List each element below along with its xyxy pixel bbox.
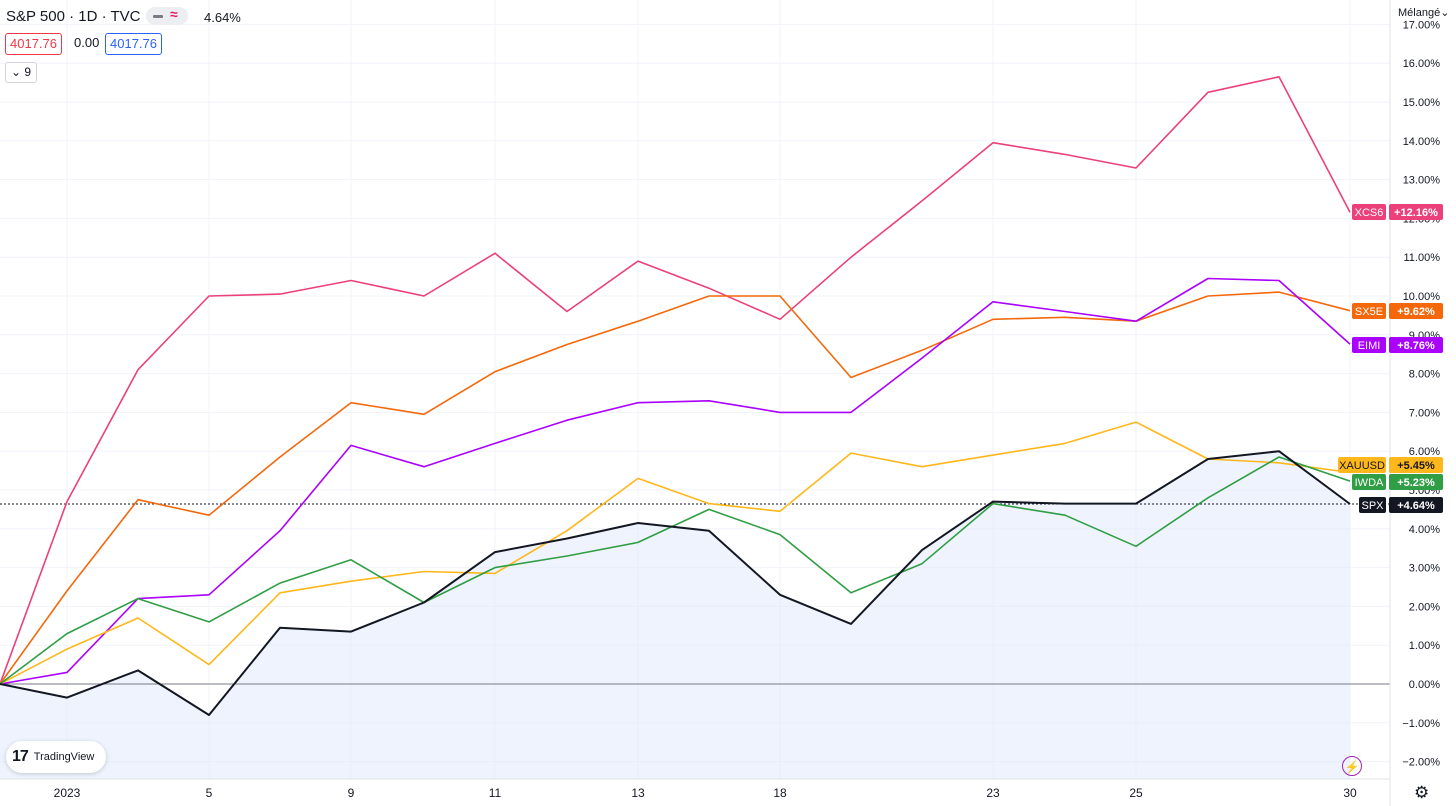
- y-tick-label: 15.00%: [1403, 97, 1441, 109]
- x-tick-label: 30: [1343, 786, 1357, 800]
- y-tick-label: 14.00%: [1403, 136, 1441, 148]
- compare-icon: ≈: [170, 6, 178, 22]
- price-axis: −2.00%−1.00%0.00%1.00%2.00%3.00%4.00%5.0…: [1402, 19, 1440, 768]
- y-tick-label: 17.00%: [1403, 19, 1441, 31]
- series-line-spx: [0, 450, 1351, 716]
- y-tick-label: 10.00%: [1403, 291, 1441, 303]
- series-line-xcs6: [0, 76, 1351, 685]
- series-value-tag-iwda: [1389, 474, 1443, 490]
- spx-area-fill: [0, 451, 1350, 779]
- y-tick-label: 8.00%: [1409, 369, 1440, 381]
- indicators-collapse-button[interactable]: ⌄ 9: [5, 62, 37, 83]
- series-value-label: +12.16%: [1394, 207, 1438, 219]
- x-tick-label: 23: [986, 786, 1000, 800]
- x-tick-label: 9: [348, 786, 355, 800]
- tradingview-mark-icon: 17: [12, 748, 29, 765]
- y-tick-label: 16.00%: [1403, 58, 1441, 70]
- gear-icon[interactable]: ⚙: [1414, 783, 1430, 802]
- x-tick-label: 13: [631, 786, 645, 800]
- series-line-sx5e: [0, 291, 1351, 685]
- series-value-tag-xcs6: [1389, 204, 1443, 220]
- x-tick-label: 11: [489, 786, 502, 800]
- series-end-labels: XCS6 +12.16% SX5E +9.62% EIMI +8.76% XAUUSD +5.…: [1338, 204, 1443, 513]
- collapse-count: 9: [24, 65, 32, 79]
- chevron-down-icon: ⌄: [10, 65, 22, 79]
- y-tick-label: 7.00%: [1409, 407, 1440, 419]
- x-tick-label: 2023: [54, 786, 81, 800]
- series-value-tag-xauusd: [1389, 457, 1443, 473]
- header-change-pct: 4.64%: [204, 10, 241, 25]
- series-value-label: +8.76%: [1397, 340, 1435, 352]
- chart-style-pill[interactable]: ≈: [146, 6, 188, 25]
- x-tick-label: 18: [773, 786, 787, 800]
- y-tick-label: 2.00%: [1409, 601, 1440, 613]
- series-name-label: XAUUSD: [1339, 460, 1385, 472]
- series-value-tag-eimi: [1389, 337, 1443, 353]
- logo-text: TradingView: [33, 751, 95, 763]
- bolt-icon[interactable]: ⚡: [1342, 756, 1362, 776]
- series-name-label: EIMI: [1358, 340, 1381, 352]
- y-tick-label: −2.00%: [1402, 757, 1440, 769]
- series-value-label: +5.45%: [1397, 460, 1435, 472]
- series-name-tag-xcs6: [1352, 204, 1386, 220]
- y-tick-label: 3.00%: [1409, 563, 1440, 575]
- line-style-icon: [153, 15, 163, 18]
- y-tick-label: 11.00%: [1404, 252, 1441, 264]
- series-name-tag-xauusd: [1338, 457, 1386, 473]
- series-name-label: SX5E: [1355, 306, 1383, 318]
- series-name-tag-eimi: [1352, 337, 1386, 353]
- y-tick-label: 6.00%: [1409, 446, 1440, 458]
- series-name-label: IWDA: [1355, 477, 1384, 489]
- sell-price[interactable]: 4017.76: [5, 33, 62, 55]
- tradingview-logo[interactable]: 17 TradingView: [6, 741, 106, 773]
- buy-price[interactable]: 4017.76: [105, 33, 162, 55]
- series-name-tag-iwda: [1352, 474, 1386, 490]
- series-value-label: +9.62%: [1397, 306, 1435, 318]
- series-value-tag-spx: [1389, 497, 1443, 513]
- scale-mode-label: Mélangé: [1398, 7, 1441, 19]
- series-value-label: +5.23%: [1397, 477, 1435, 489]
- x-tick-label: 25: [1129, 786, 1143, 800]
- chevron-down-icon: ⌄: [1440, 7, 1450, 19]
- series-name-label: SPX: [1361, 500, 1384, 512]
- spread-value: 0.00: [74, 35, 100, 50]
- y-tick-label: −1.00%: [1402, 718, 1440, 730]
- y-tick-label: 13.00%: [1403, 175, 1441, 187]
- series-value-label: +4.64%: [1397, 500, 1435, 512]
- series-line-eimi: [0, 277, 1351, 685]
- series-value-tag-sx5e: [1389, 303, 1443, 319]
- scale-mode-selector[interactable]: Mélangé⌄: [1398, 6, 1449, 19]
- y-tick-label: 0.00%: [1409, 679, 1440, 691]
- x-tick-label: 5: [206, 786, 213, 800]
- time-axis: 2023 5 9 11 13 18 23 25 30: [54, 786, 1357, 800]
- symbol-title[interactable]: S&P 500 · 1D · TVC: [6, 8, 141, 25]
- series-name-label: XCS6: [1355, 207, 1384, 219]
- series-name-tag-spx: [1359, 497, 1386, 513]
- series-name-tag-sx5e: [1352, 303, 1386, 319]
- series-line-xauusd: [0, 421, 1351, 685]
- series-lines: [0, 76, 1351, 716]
- y-tick-label: 4.00%: [1409, 524, 1440, 536]
- y-tick-label: 1.00%: [1409, 640, 1440, 652]
